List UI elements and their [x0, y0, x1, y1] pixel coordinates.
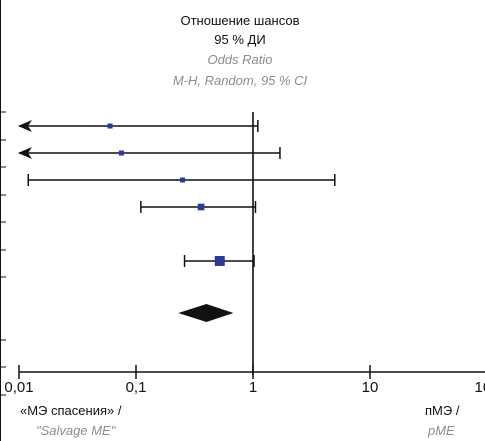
- study-marker: [118, 150, 124, 156]
- pooled-diamond: [178, 304, 234, 322]
- x-axis: 0,01 0,1 1 10 100: [4, 365, 485, 396]
- header-ci: 95 % ДИ: [214, 32, 266, 47]
- study-marker: [214, 256, 225, 266]
- header-subtitle: Odds Ratio: [207, 52, 273, 67]
- left-ticks: [0, 0, 6, 441]
- x-tick-label: 1: [249, 379, 257, 396]
- study-markers: [107, 123, 225, 266]
- favours-right-label: пМЭ /: [425, 403, 460, 418]
- study-marker: [107, 123, 113, 129]
- study-marker: [197, 203, 205, 211]
- favours-left-label: «МЭ спасения» /: [20, 403, 122, 418]
- ci-arrow-left: [18, 120, 32, 132]
- pooled-estimate: [178, 304, 234, 322]
- ci-lines: [18, 112, 336, 375]
- favours-left-sublabel: "Salvage ME": [36, 423, 116, 438]
- x-tick-label: 10: [362, 379, 379, 396]
- x-tick-label: 0,01: [4, 379, 33, 396]
- study-marker: [180, 177, 186, 183]
- x-tick-label: 100: [474, 379, 485, 396]
- favours-right-sublabel: pME: [428, 423, 455, 438]
- header-title: Отношение шансов: [180, 13, 300, 28]
- x-tick-label: 0,1: [126, 379, 147, 396]
- header-method: M-H, Random, 95 % CI: [172, 73, 308, 88]
- ci-arrow-left: [18, 147, 32, 159]
